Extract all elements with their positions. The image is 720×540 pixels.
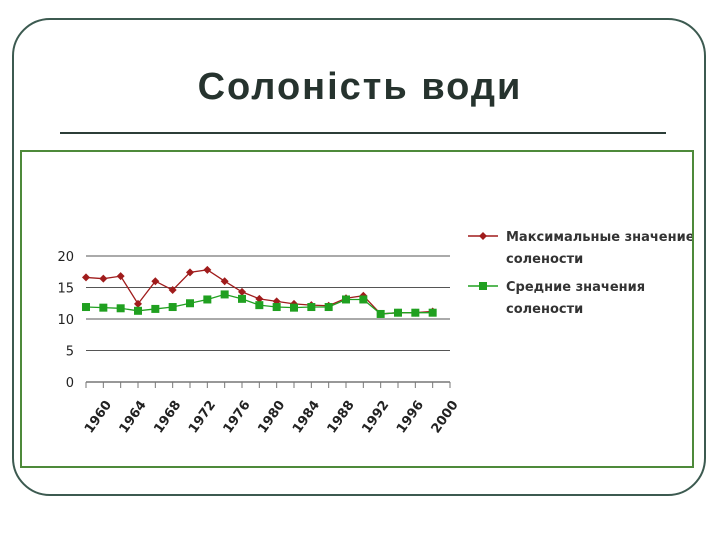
data-point	[290, 303, 298, 312]
data-point	[116, 304, 125, 313]
x-axis-ticks: 1960 1964 1968 1972 1976 1980 1984 1988 1992 1996…	[82, 398, 462, 436]
data-point	[99, 274, 108, 283]
data-point	[238, 294, 246, 303]
legend-marker	[479, 232, 487, 240]
x-tick-label: 1992	[359, 398, 392, 436]
gridlines	[86, 255, 450, 351]
slide-frame	[12, 18, 706, 496]
data-point	[359, 295, 368, 304]
data-point	[411, 308, 420, 317]
data-point	[220, 290, 229, 299]
data-point	[82, 303, 90, 312]
data-point	[376, 309, 385, 318]
x-tick-label: 1996	[394, 398, 427, 436]
line-chart: 0 5 10 15 20 1960 1964 1968 1972 1976 1980 1984 198…	[57, 230, 695, 436]
data-point	[134, 306, 142, 315]
chart-container: 0 5 10 15 20 1960 1964 1968 1972 1976 1980 1984 198…	[20, 150, 695, 468]
y-tick-label: 5	[66, 345, 74, 360]
series-group	[82, 265, 437, 318]
data-point	[272, 303, 281, 312]
x-tick-label: 1960	[82, 398, 115, 436]
data-point	[82, 273, 90, 282]
data-point	[99, 303, 108, 312]
x-axis	[85, 381, 451, 388]
legend: Максимальные значение солености Средние зн…	[468, 230, 695, 317]
data-point	[151, 277, 160, 286]
data-point	[168, 286, 177, 295]
y-tick-label: 10	[57, 313, 74, 328]
data-point	[342, 295, 350, 304]
legend-label: Максимальные значение солености	[506, 230, 692, 267]
x-tick-label: 1988	[325, 398, 358, 436]
y-tick-label: 20	[57, 250, 74, 265]
legend-marker	[479, 282, 487, 290]
x-tick-label: 1972	[186, 398, 219, 436]
x-tick-label: 1964	[117, 398, 150, 436]
x-tick-label: 1976	[221, 398, 254, 436]
x-tick-label: 1968	[151, 398, 184, 436]
y-axis-ticks: 0 5 10 15 20	[57, 250, 74, 391]
title-divider	[60, 132, 666, 134]
data-point	[324, 303, 333, 312]
data-point	[203, 265, 212, 274]
data-point	[134, 299, 142, 308]
data-point	[255, 301, 264, 310]
x-tick-label: 1984	[290, 398, 323, 436]
data-point	[307, 303, 316, 312]
data-point	[186, 299, 194, 308]
x-tick-label: 2000	[429, 398, 462, 436]
data-point	[220, 277, 229, 286]
data-point	[168, 303, 177, 312]
data-point	[151, 304, 160, 313]
data-point	[203, 295, 212, 304]
legend-label: Средние значения солености	[506, 280, 645, 317]
y-tick-label: 15	[57, 282, 74, 297]
y-tick-label: 0	[66, 376, 74, 391]
data-point	[238, 287, 246, 296]
x-tick-label: 1980	[255, 398, 288, 436]
data-point	[394, 308, 402, 317]
data-point	[116, 272, 125, 281]
data-point	[428, 308, 437, 317]
slide-title: Солоність води	[197, 66, 523, 108]
data-point	[186, 268, 194, 277]
